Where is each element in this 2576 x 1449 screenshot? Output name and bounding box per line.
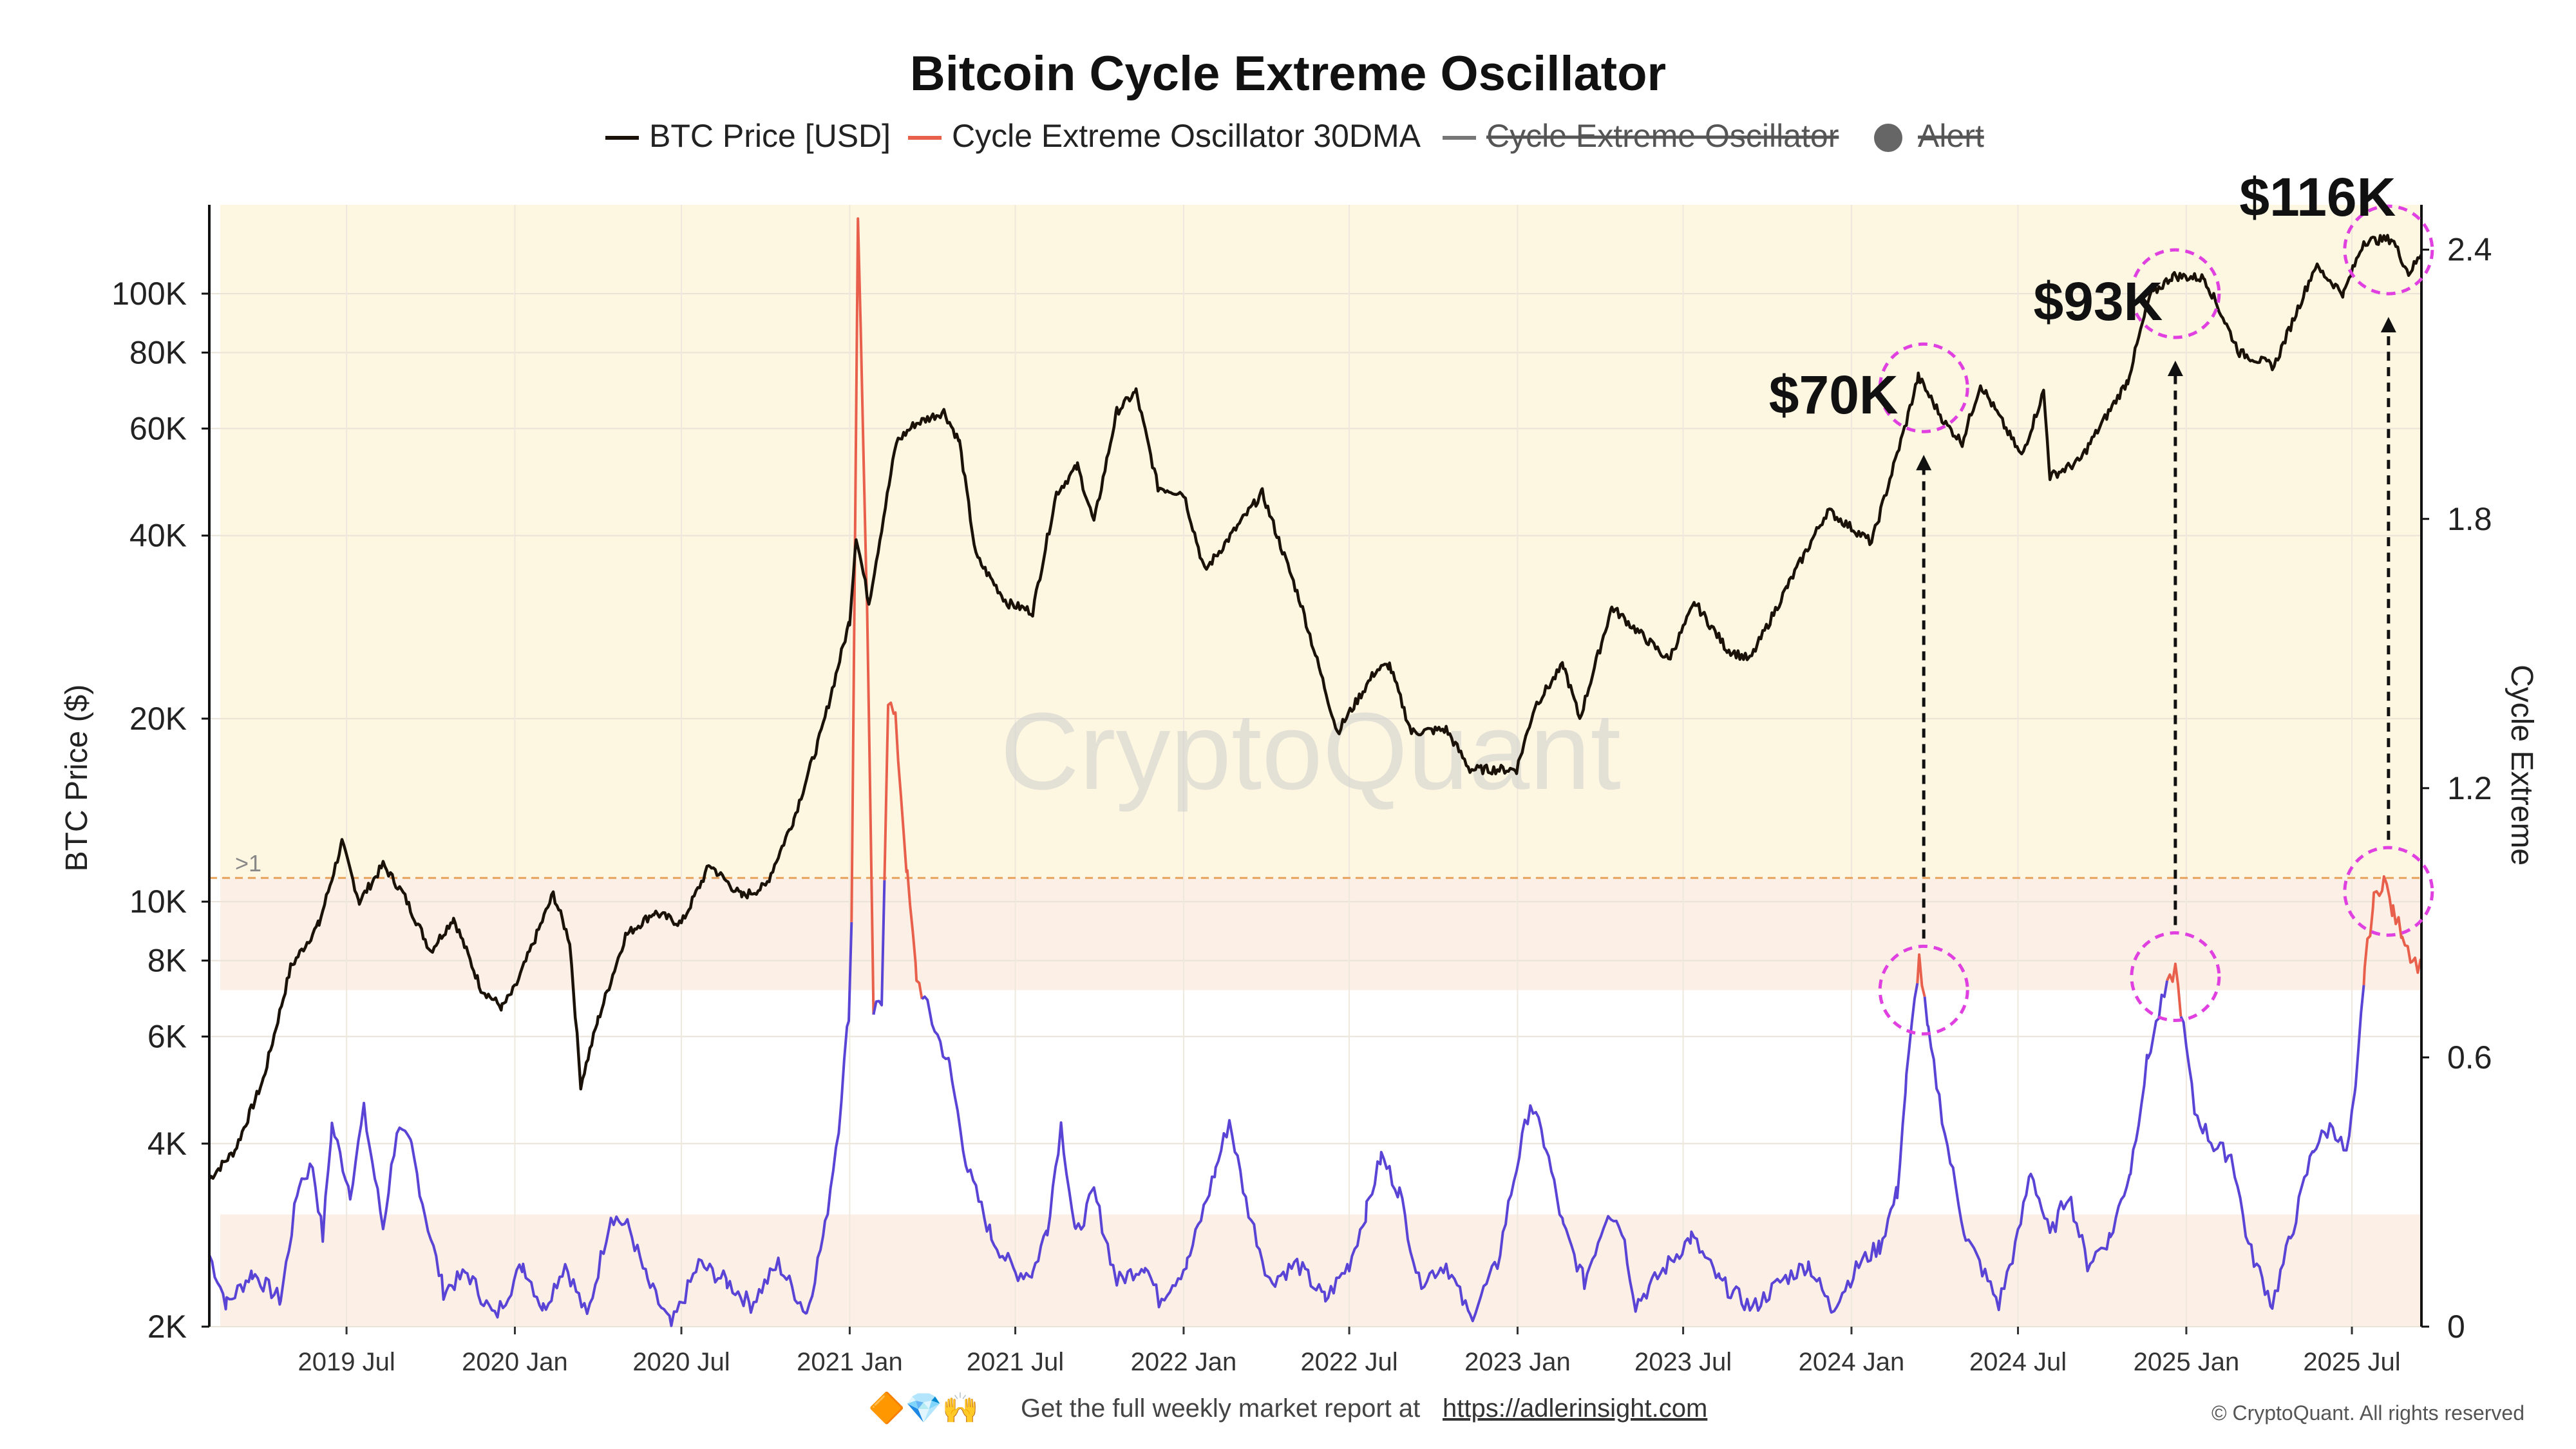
legend-item-label: Cycle Extreme Oscillator 30DMA [952, 118, 1421, 154]
footer: 🔶💎🙌 Get the full weekly market report at… [868, 1391, 2524, 1425]
oscillator-low-segment [208, 922, 853, 1327]
legend-item-label: BTC Price [USD] [649, 118, 891, 154]
highlight-circle-oscillator [2343, 846, 2434, 937]
footer-emoji: 🔶💎🙌 [868, 1391, 979, 1425]
y-left-tick-label: 40K [129, 518, 187, 554]
oscillator-low-segment [872, 880, 886, 1015]
oscillator-low-segment [1923, 980, 2169, 1311]
highlight-circle-price [2130, 248, 2221, 339]
y-right-tick-label: 1.8 [2447, 501, 2492, 537]
price-annotation: $116K [2239, 167, 2396, 227]
x-tick-label: 2021 Jul [967, 1348, 1064, 1376]
x-tick-label: 2023 Jan [1464, 1348, 1571, 1376]
price-line [208, 234, 2423, 1180]
x-tick-label: 2024 Jul [1969, 1348, 2067, 1376]
highlight-arrow-head [1916, 455, 1932, 471]
oscillator-high-segment [1916, 953, 1926, 998]
price-annotation: $93K [2033, 271, 2163, 332]
y-axis-right-label: Cycle Extreme [2505, 665, 2539, 866]
x-tick-label: 2020 Jan [462, 1348, 568, 1376]
x-tick-label: 2025 Jul [2303, 1348, 2400, 1376]
oscillator-high-segment [850, 217, 875, 1015]
x-tick-label: 2019 Jul [298, 1348, 395, 1376]
highlight-circles [1878, 204, 2434, 1036]
legend: BTC Price [USD] Cycle Extreme Oscillator … [605, 118, 1984, 154]
tick-labels: 2K 4K 6K 8K 10K 20K 40K 60K 80K 100K 0 0.6 1.2 1.8 2.4… [111, 232, 2492, 1376]
oscillator-series [208, 217, 2423, 1327]
legend-marker [1874, 124, 1902, 152]
y-axis-left-label: BTC Price ($) [60, 685, 94, 872]
oscillator-high-segment [2362, 875, 2423, 985]
x-tick-label: 2022 Jul [1300, 1348, 1397, 1376]
y-left-tick-label: 6K [147, 1019, 187, 1055]
threshold-label: >1 [235, 850, 261, 876]
y-left-tick-label: 2K [147, 1309, 187, 1345]
zone-high [220, 205, 2421, 878]
oscillator-low-segment [2179, 985, 2365, 1310]
price-series [208, 234, 2423, 1180]
y-left-tick-label: 4K [147, 1126, 187, 1162]
x-tick-label: 2022 Jan [1131, 1348, 1237, 1376]
footer-text: Get the full weekly market report at [1021, 1394, 1420, 1423]
y-right-tick-label: 2.4 [2447, 232, 2492, 268]
y-left-tick-label: 8K [147, 943, 187, 979]
oscillator-high-segment [883, 701, 923, 999]
x-tick-label: 2023 Jul [1634, 1348, 1732, 1376]
y-left-tick-label: 100K [111, 276, 187, 312]
y-right-tick-label: 0.6 [2447, 1039, 2492, 1075]
highlight-circle-oscillator [1878, 944, 1969, 1036]
x-tick-label: 2024 Jan [1799, 1348, 1905, 1376]
oscillator-high-segment [2166, 962, 2183, 1017]
chart-title: Bitcoin Cycle Extreme Oscillator [910, 46, 1666, 101]
y-right-tick-label: 0 [2447, 1309, 2465, 1345]
annotations: $70K $93K $116K [1769, 167, 2396, 425]
highlight-arrow-head [2167, 360, 2183, 376]
y-left-tick-label: 80K [129, 334, 187, 370]
footer-link[interactable]: https://adlerinsight.com [1443, 1394, 1707, 1423]
x-tick-label: 2020 Jul [632, 1348, 730, 1376]
zone-elevated [220, 878, 2421, 990]
highlight-circle-price [2343, 204, 2434, 296]
oscillator-low-segment [921, 983, 1919, 1323]
price-annotation: $70K [1769, 365, 1899, 425]
copyright: © CryptoQuant. All rights reserved [2211, 1401, 2524, 1425]
x-tick-label: 2021 Jan [797, 1348, 903, 1376]
zone-low [220, 1214, 2421, 1327]
highlight-circle-oscillator [2130, 931, 2221, 1022]
axes [208, 205, 2423, 1327]
x-tick-label: 2025 Jan [2134, 1348, 2240, 1376]
watermark: CryptoQuant [1000, 690, 1621, 813]
y-left-tick-label: 60K [129, 410, 187, 446]
y-left-tick-label: 10K [129, 884, 187, 920]
y-left-tick-label: 20K [129, 701, 187, 737]
highlight-arrow-head [2380, 317, 2396, 333]
y-right-tick-label: 1.2 [2447, 770, 2492, 806]
threshold-line: >1 [209, 850, 2421, 879]
background-zones [220, 205, 2421, 1327]
highlight-circle-price [1878, 342, 1969, 433]
